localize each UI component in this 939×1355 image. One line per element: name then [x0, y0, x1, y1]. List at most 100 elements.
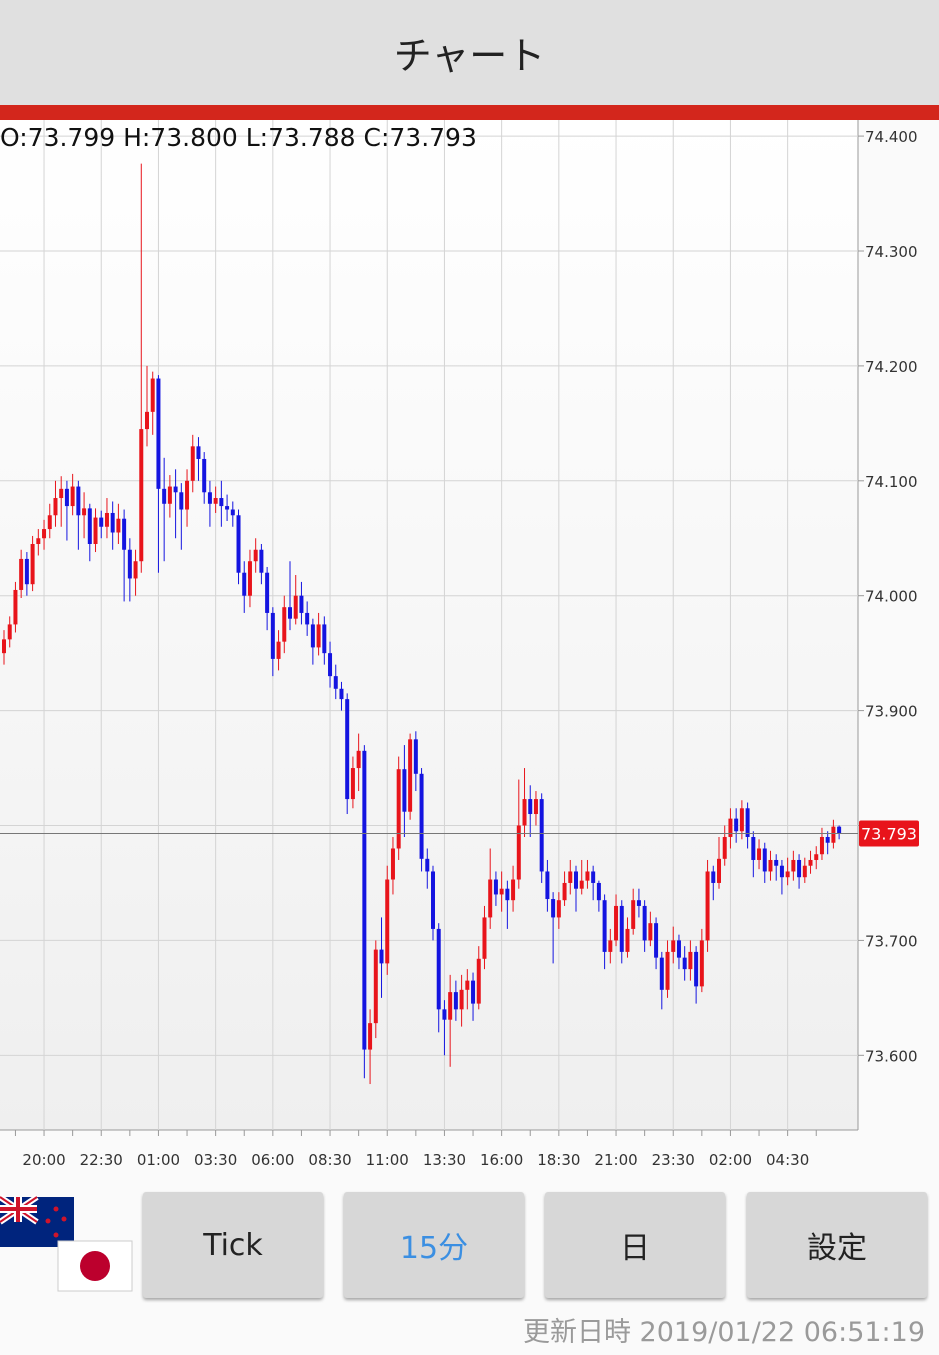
candle-body [562, 882, 567, 901]
candle-body [453, 992, 458, 1010]
candle-body [568, 871, 573, 883]
candle-body [699, 940, 704, 987]
candle-body [247, 561, 252, 596]
candle-body [556, 900, 561, 918]
plot-area [0, 120, 858, 1130]
x-tick-label: 13:30 [423, 1151, 466, 1169]
candle-body [631, 900, 636, 929]
candle-body [533, 799, 538, 815]
candle-body [511, 879, 516, 901]
candle-body [636, 900, 641, 906]
candle-body [356, 750, 361, 769]
candle-body [545, 871, 550, 900]
candle-body [316, 624, 321, 648]
candle-body [745, 808, 750, 837]
candle-body [213, 498, 218, 504]
candle-body [299, 595, 304, 613]
candle-body [190, 446, 195, 481]
candle-body [528, 799, 533, 815]
candle-body [333, 676, 338, 689]
day-button[interactable]: 日 [545, 1192, 725, 1298]
candle-body [179, 492, 184, 510]
candle-body [167, 486, 172, 504]
candle-body [608, 940, 613, 952]
candle-body [373, 949, 378, 1024]
candle-body [614, 905, 619, 941]
tick-button[interactable]: Tick [143, 1192, 323, 1298]
x-tick-label: 06:00 [251, 1151, 294, 1169]
x-tick-label: 04:30 [766, 1151, 809, 1169]
candle-body [150, 378, 155, 412]
candle-body [202, 458, 207, 493]
currency-flags [0, 1195, 133, 1292]
candle-body [390, 848, 395, 880]
candle-body [442, 1009, 447, 1020]
candle-body [225, 506, 230, 510]
candle-body [825, 836, 830, 843]
candle-body [270, 612, 275, 659]
candle-body [779, 865, 784, 878]
candle-body [448, 992, 453, 1020]
candle-body [516, 825, 521, 880]
candle-body [459, 989, 464, 1010]
x-tick-label: 11:00 [366, 1151, 409, 1169]
x-tick-label: 22:30 [80, 1151, 123, 1169]
candle-body [253, 549, 258, 562]
candle-body [156, 378, 161, 489]
y-tick-label: 73.900 [865, 703, 918, 721]
candle-body [87, 508, 92, 544]
candle-body [93, 517, 98, 544]
candle-body [328, 653, 333, 677]
settings-button[interactable]: 設定 [747, 1192, 927, 1298]
candle-body [310, 624, 315, 648]
candle-body [282, 607, 287, 642]
candle-body [705, 871, 710, 941]
candle-body [471, 980, 476, 1004]
x-tick-label: 08:30 [308, 1151, 351, 1169]
candle-body [305, 612, 310, 625]
top-bar: チャート [0, 0, 939, 105]
candle-body [499, 888, 504, 895]
candle-body [591, 871, 596, 883]
candle-body [110, 512, 115, 533]
candle-body [362, 750, 367, 1050]
candle-body [436, 928, 441, 1010]
candle-body [408, 739, 413, 812]
candle-body [82, 508, 87, 516]
candle-body [413, 739, 418, 774]
candle-body [625, 928, 630, 952]
candle-body [579, 880, 584, 889]
candle-body [665, 951, 670, 990]
candle-body [76, 486, 81, 516]
candle-body [802, 865, 807, 878]
candle-body [368, 1023, 373, 1050]
y-tick-label: 74.300 [865, 243, 918, 261]
candle-body [419, 773, 424, 859]
candle-body [133, 561, 138, 579]
x-tick-label: 03:30 [194, 1151, 237, 1169]
x-tick-label: 02:00 [709, 1151, 752, 1169]
candle-body [642, 905, 647, 941]
candle-body [602, 900, 607, 952]
x-tick-label: 20:00 [22, 1151, 65, 1169]
candle-body [230, 509, 235, 516]
interval-button[interactable]: 15分 [344, 1192, 524, 1298]
candle-body [808, 859, 813, 866]
candle-body [185, 480, 190, 510]
candle-body [659, 957, 664, 990]
x-tick-label: 23:30 [652, 1151, 695, 1169]
candle-body [30, 543, 35, 585]
candle-body [345, 699, 350, 800]
candle-body [814, 854, 819, 860]
candle-body [596, 882, 601, 901]
candle-body [276, 641, 281, 659]
candle-body [682, 957, 687, 970]
candle-body [785, 871, 790, 878]
candle-body [739, 808, 744, 832]
candle-body [99, 517, 104, 527]
candle-body [522, 799, 527, 826]
candle-body [36, 538, 41, 544]
candle-body [431, 871, 435, 929]
candle-body [122, 518, 127, 550]
candle-body [59, 488, 64, 499]
